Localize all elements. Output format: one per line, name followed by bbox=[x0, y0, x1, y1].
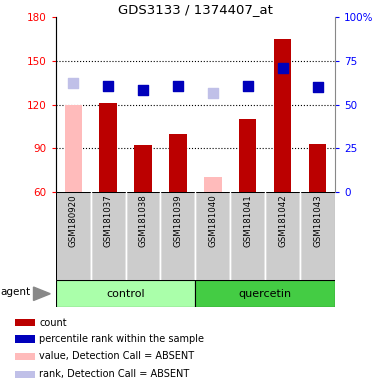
Point bbox=[70, 80, 76, 86]
Polygon shape bbox=[33, 287, 50, 300]
Bar bbox=[15, 335, 35, 343]
Title: GDS3133 / 1374407_at: GDS3133 / 1374407_at bbox=[118, 3, 273, 16]
Bar bbox=[91, 192, 126, 280]
Text: control: control bbox=[106, 289, 145, 299]
Bar bbox=[230, 192, 265, 280]
Point bbox=[175, 83, 181, 89]
Point bbox=[140, 87, 146, 93]
Point bbox=[210, 90, 216, 96]
Bar bbox=[239, 119, 256, 192]
Text: GSM181040: GSM181040 bbox=[208, 195, 218, 247]
Bar bbox=[15, 319, 35, 326]
Text: quercetin: quercetin bbox=[239, 289, 292, 299]
Text: GSM181041: GSM181041 bbox=[243, 195, 252, 247]
Text: GSM181039: GSM181039 bbox=[173, 195, 182, 247]
Bar bbox=[99, 103, 117, 192]
Bar bbox=[169, 134, 187, 192]
Text: GSM181043: GSM181043 bbox=[313, 195, 322, 247]
Bar bbox=[56, 192, 91, 280]
Point bbox=[105, 83, 111, 89]
Text: count: count bbox=[39, 318, 67, 328]
Text: rank, Detection Call = ABSENT: rank, Detection Call = ABSENT bbox=[39, 369, 189, 379]
Bar bbox=[65, 104, 82, 192]
Bar bbox=[195, 192, 230, 280]
Text: percentile rank within the sample: percentile rank within the sample bbox=[39, 334, 204, 344]
Bar bbox=[15, 353, 35, 360]
Text: value, Detection Call = ABSENT: value, Detection Call = ABSENT bbox=[39, 351, 194, 361]
Bar bbox=[134, 146, 152, 192]
Point bbox=[315, 84, 321, 90]
Text: GSM180920: GSM180920 bbox=[69, 195, 78, 247]
Text: agent: agent bbox=[1, 287, 31, 298]
Bar bbox=[309, 144, 326, 192]
Bar bbox=[300, 192, 335, 280]
Bar bbox=[161, 192, 195, 280]
Bar bbox=[56, 280, 195, 307]
Text: GSM181038: GSM181038 bbox=[139, 195, 147, 247]
Bar bbox=[274, 39, 291, 192]
Bar bbox=[126, 192, 161, 280]
Text: GSM181037: GSM181037 bbox=[104, 195, 113, 247]
Bar bbox=[15, 371, 35, 378]
Bar bbox=[195, 280, 335, 307]
Point bbox=[280, 65, 286, 71]
Text: GSM181042: GSM181042 bbox=[278, 195, 287, 247]
Bar bbox=[204, 177, 221, 192]
Point bbox=[244, 83, 251, 89]
Bar bbox=[265, 192, 300, 280]
